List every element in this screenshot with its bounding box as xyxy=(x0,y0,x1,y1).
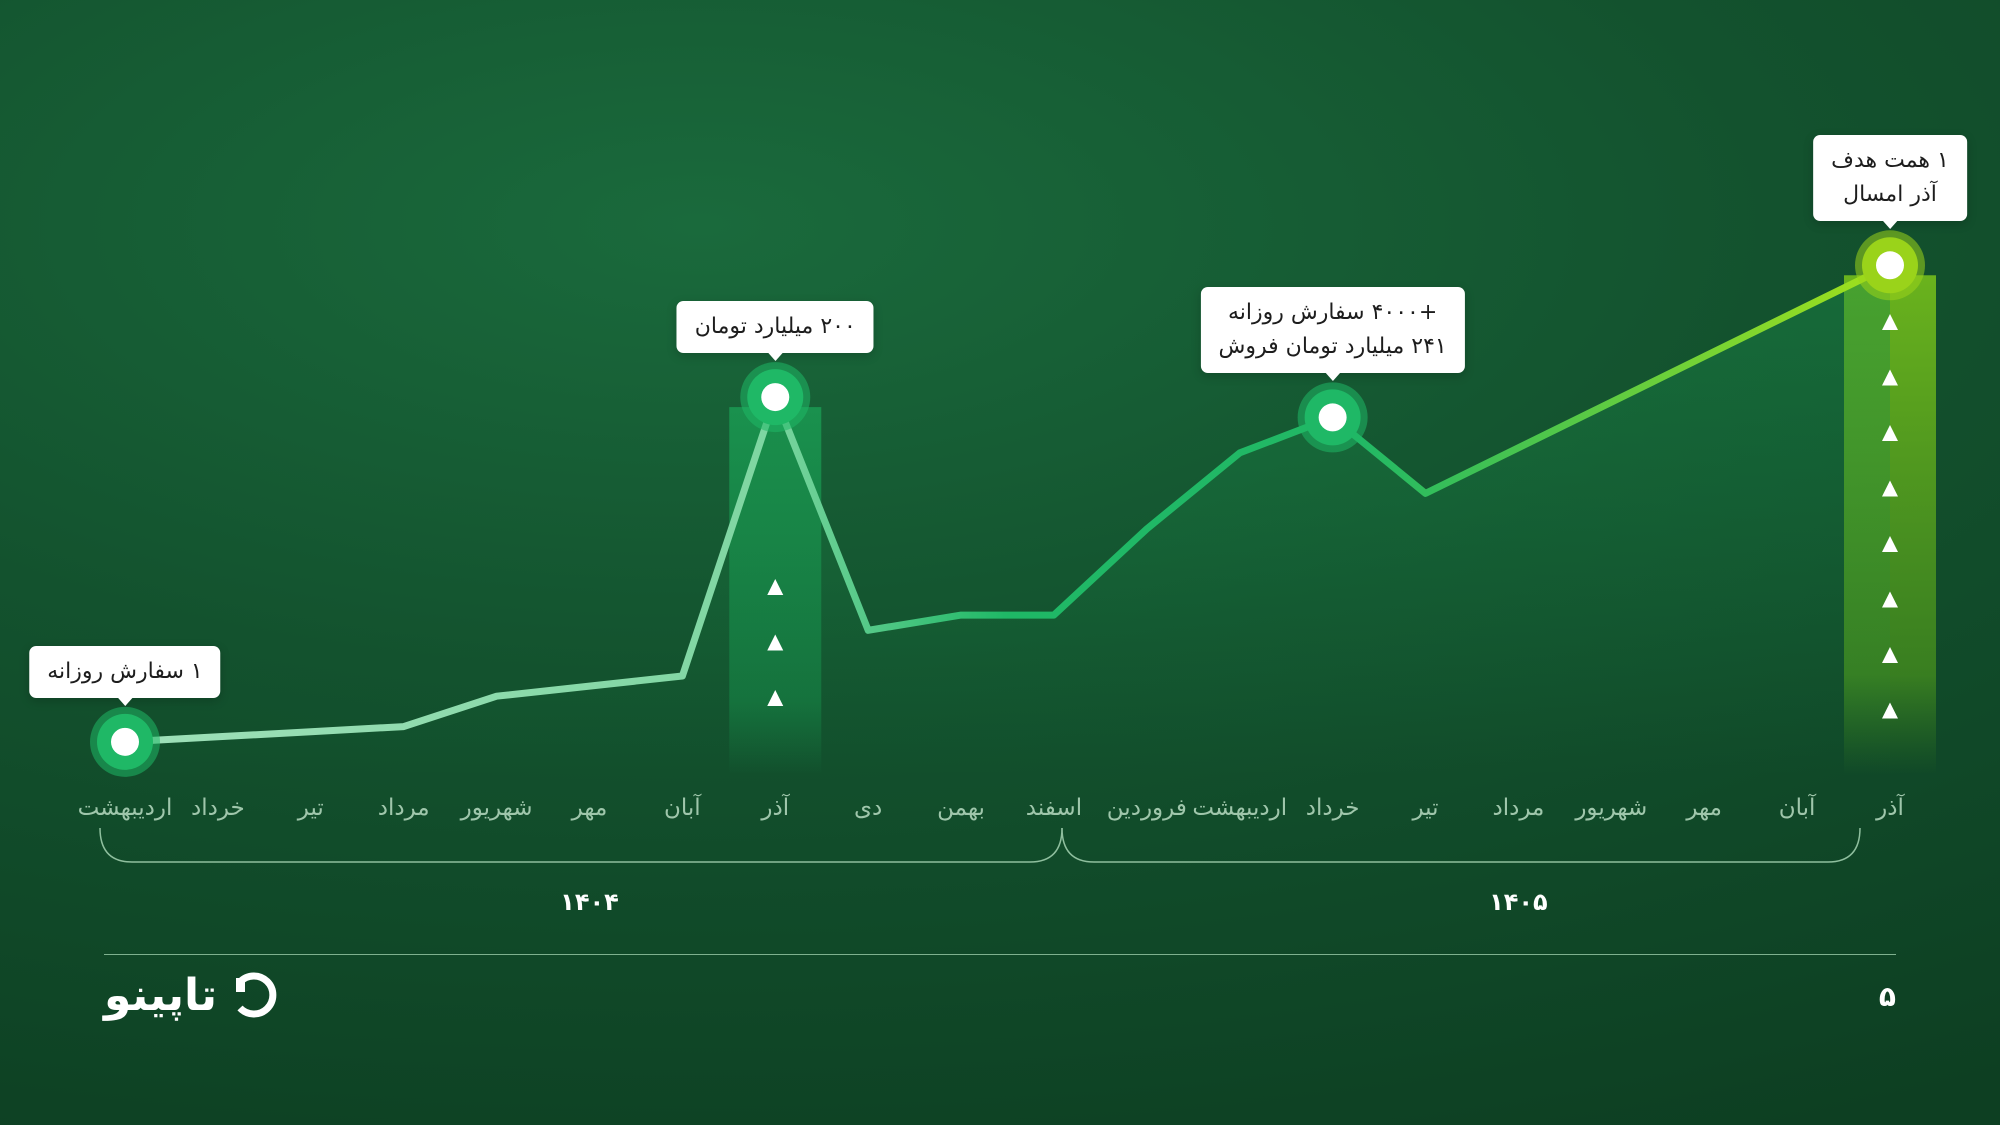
page-number: ۵ xyxy=(1878,980,1896,1013)
year-label: ۱۴۰۵ xyxy=(1489,888,1548,916)
x-tick-label: تیر xyxy=(1412,795,1439,821)
milestone-marker-center xyxy=(111,727,139,756)
up-arrow-icon xyxy=(1882,702,1898,719)
up-arrow-icon xyxy=(1882,369,1898,386)
x-tick-label: مهر xyxy=(1686,795,1723,821)
milestone-marker-center xyxy=(1876,251,1904,280)
series-line xyxy=(121,261,1894,746)
year-bracket xyxy=(1061,827,1861,863)
footer-divider xyxy=(104,954,1896,955)
callout-line: +۴۰۰۰ سفارش روزانه xyxy=(1227,300,1438,326)
up-arrow-icon xyxy=(1882,480,1898,497)
x-tick-label: خرداد xyxy=(1305,795,1360,821)
callout-line: ۱ سفارش روزانه xyxy=(47,658,203,684)
brand-logo: تاپینو xyxy=(104,968,281,1022)
x-tick-label: آبان xyxy=(1778,795,1816,821)
x-tick-label: آبان xyxy=(664,795,701,821)
year-bracket xyxy=(99,827,1063,863)
x-tick-label: فروردین xyxy=(1106,795,1187,821)
x-tick-label: شهریور xyxy=(460,795,533,821)
callout-line: ۲۴۱ میلیارد تومان فروش xyxy=(1218,334,1447,360)
callout-line: ۱ همت هدف xyxy=(1831,148,1949,174)
milestone-callout: ۲۰۰ میلیارد تومان xyxy=(676,301,874,362)
x-tick-label: مرداد xyxy=(377,795,430,821)
x-tick-label: اردیبهشت xyxy=(1192,795,1288,821)
x-tick-label: اردیبهشت xyxy=(77,795,173,821)
up-arrow-icon xyxy=(767,690,784,706)
area-fill xyxy=(125,265,1890,775)
up-arrow-icon xyxy=(1882,425,1898,441)
up-arrow-icon xyxy=(1882,647,1898,663)
milestone-marker-center xyxy=(761,383,790,412)
up-arrow-icon xyxy=(1882,314,1898,330)
x-tick-label: دی xyxy=(854,795,883,821)
brand-mark-icon xyxy=(236,972,277,1018)
brand-name: تاپینو xyxy=(104,969,218,1021)
callout-line: ۲۰۰ میلیارد تومان xyxy=(694,314,856,340)
x-tick-label: خرداد xyxy=(190,795,245,821)
x-tick-label: آذر xyxy=(761,795,790,821)
up-arrow-icon xyxy=(767,579,784,595)
year-label: ۱۴۰۴ xyxy=(560,888,619,916)
callout-line: آذر امسال xyxy=(1843,182,1937,208)
up-arrow-icon xyxy=(767,634,784,651)
x-tick-label: آذر xyxy=(1876,795,1904,821)
x-tick-label: بهمن xyxy=(937,795,985,821)
milestone-callout: +۴۰۰۰ سفارش روزانه ۲۴۱ میلیارد تومان فروش xyxy=(1200,287,1465,382)
up-arrow-icon xyxy=(1882,591,1898,608)
x-tick-label: تیر xyxy=(297,795,324,821)
milestone-callout: ۱ همت هدف آذر امسال xyxy=(1813,135,1967,230)
up-arrow-icon xyxy=(1882,536,1898,552)
milestone-marker-center xyxy=(1318,403,1347,432)
milestone-callout: ۱ سفارش روزانه xyxy=(29,645,221,706)
x-tick-label: مهر xyxy=(571,795,608,821)
x-tick-label: اسفند xyxy=(1025,795,1083,821)
x-tick-label: شهریور xyxy=(1575,795,1648,821)
x-tick-label: مرداد xyxy=(1492,795,1545,821)
